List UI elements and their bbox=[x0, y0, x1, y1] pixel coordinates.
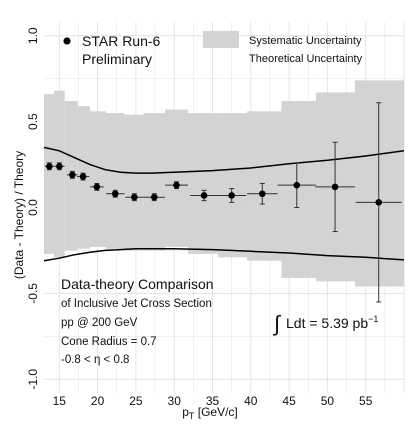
annotation-line3: Cone Radius = 0.7 bbox=[61, 336, 157, 348]
theory-curve-upper bbox=[43, 146, 405, 174]
theory-curve-lower bbox=[43, 247, 405, 262]
systematic-uncertainty-band bbox=[44, 80, 404, 287]
x-axis-label: pT [GeV/c] bbox=[182, 405, 238, 421]
legend-data-marker bbox=[63, 37, 71, 45]
data-point bbox=[93, 183, 101, 191]
annotation-line4-prefix: -0.8 < bbox=[61, 354, 94, 366]
y-tick-labels: -1.0 -0.5 0.0 0.5 1.0 bbox=[26, 27, 40, 390]
legend-theory-label: Theoretical Uncertainty bbox=[249, 53, 363, 65]
x-tick-label: 15 bbox=[53, 394, 67, 408]
data-point bbox=[258, 190, 266, 198]
systematic-band-bin bbox=[281, 101, 316, 278]
x-tick-label: 30 bbox=[168, 394, 182, 408]
systematic-band-bin bbox=[124, 114, 144, 251]
legend-systematic-swatch bbox=[203, 31, 239, 48]
data-point bbox=[375, 199, 383, 206]
legend-data-label-line2: Preliminary bbox=[82, 51, 152, 67]
y-tick-label: 1.0 bbox=[26, 27, 40, 44]
x-tick-label: 40 bbox=[244, 394, 258, 408]
annotation-heading: Data-theory Comparison bbox=[61, 276, 214, 292]
data-point bbox=[228, 192, 235, 199]
data-point bbox=[46, 162, 53, 170]
legend-data-label-line1: STAR Run-6 bbox=[82, 33, 161, 49]
systematic-band-bin bbox=[143, 113, 166, 251]
legend: STAR Run-6 Preliminary Systematic Uncert… bbox=[63, 31, 363, 67]
systematic-band-bin bbox=[217, 113, 247, 258]
luminosity-text: Ldt = 5.39 pb bbox=[286, 315, 368, 331]
data-point bbox=[331, 183, 339, 191]
y-tick-label: 0.5 bbox=[26, 113, 40, 130]
systematic-band-bin bbox=[53, 90, 65, 258]
data-point bbox=[150, 193, 158, 201]
data-point bbox=[200, 192, 208, 199]
annotations: Data-theory Comparison of Inclusive Jet … bbox=[61, 276, 378, 366]
annotation-line1: of Inclusive Jet Cross Section bbox=[61, 298, 212, 310]
luminosity-integral-sign: ∫ bbox=[272, 311, 282, 336]
data-point bbox=[111, 190, 119, 198]
legend-systematic-label: Systematic Uncertainty bbox=[249, 35, 362, 47]
annotation-line2: pp @ 200 GeV bbox=[61, 317, 138, 329]
data-points bbox=[44, 102, 402, 303]
annotation-line4-symbol: η bbox=[94, 354, 100, 366]
systematic-band-bin bbox=[165, 109, 188, 248]
x-tick-label: 35 bbox=[206, 394, 220, 408]
theory-uncertainty-band bbox=[43, 146, 405, 262]
systematic-band-bin bbox=[106, 113, 125, 249]
data-point bbox=[131, 193, 138, 201]
x-axis-label-sub: T bbox=[189, 411, 195, 421]
x-tick-label: 20 bbox=[91, 394, 105, 408]
data-point bbox=[69, 171, 76, 179]
systematic-band-bin bbox=[188, 113, 218, 254]
data-point bbox=[79, 173, 87, 180]
x-tick-labels: 15 20 25 30 35 40 45 50 55 bbox=[53, 394, 373, 408]
systematic-band-bin bbox=[44, 94, 54, 254]
annotation-line4: -0.8 < η < 0.8 bbox=[61, 354, 129, 366]
y-tick-label: 0.0 bbox=[26, 199, 40, 216]
systematic-band-bin bbox=[89, 111, 107, 248]
x-tick-label: 50 bbox=[321, 394, 335, 408]
y-tick-label: -1.0 bbox=[26, 369, 40, 390]
systematic-band-bin bbox=[354, 80, 404, 287]
x-tick-label: 55 bbox=[359, 394, 373, 408]
annotation-line4-suffix: < 0.8 bbox=[100, 354, 129, 366]
luminosity-label: Ldt = 5.39 pb−1 bbox=[286, 314, 378, 331]
x-axis-label-unit: [GeV/c] bbox=[194, 405, 237, 419]
x-tick-label: 25 bbox=[129, 394, 143, 408]
systematic-band-bin bbox=[246, 111, 282, 261]
data-point bbox=[293, 181, 301, 189]
x-axis-label-main: p bbox=[182, 405, 189, 419]
data-point bbox=[173, 181, 180, 189]
luminosity-exponent: −1 bbox=[368, 314, 378, 324]
data-point bbox=[56, 162, 63, 170]
y-axis-label: (Data - Theory) / Theory bbox=[12, 151, 26, 279]
x-tick-label: 45 bbox=[282, 394, 296, 408]
y-tick-label: -0.5 bbox=[26, 283, 40, 304]
